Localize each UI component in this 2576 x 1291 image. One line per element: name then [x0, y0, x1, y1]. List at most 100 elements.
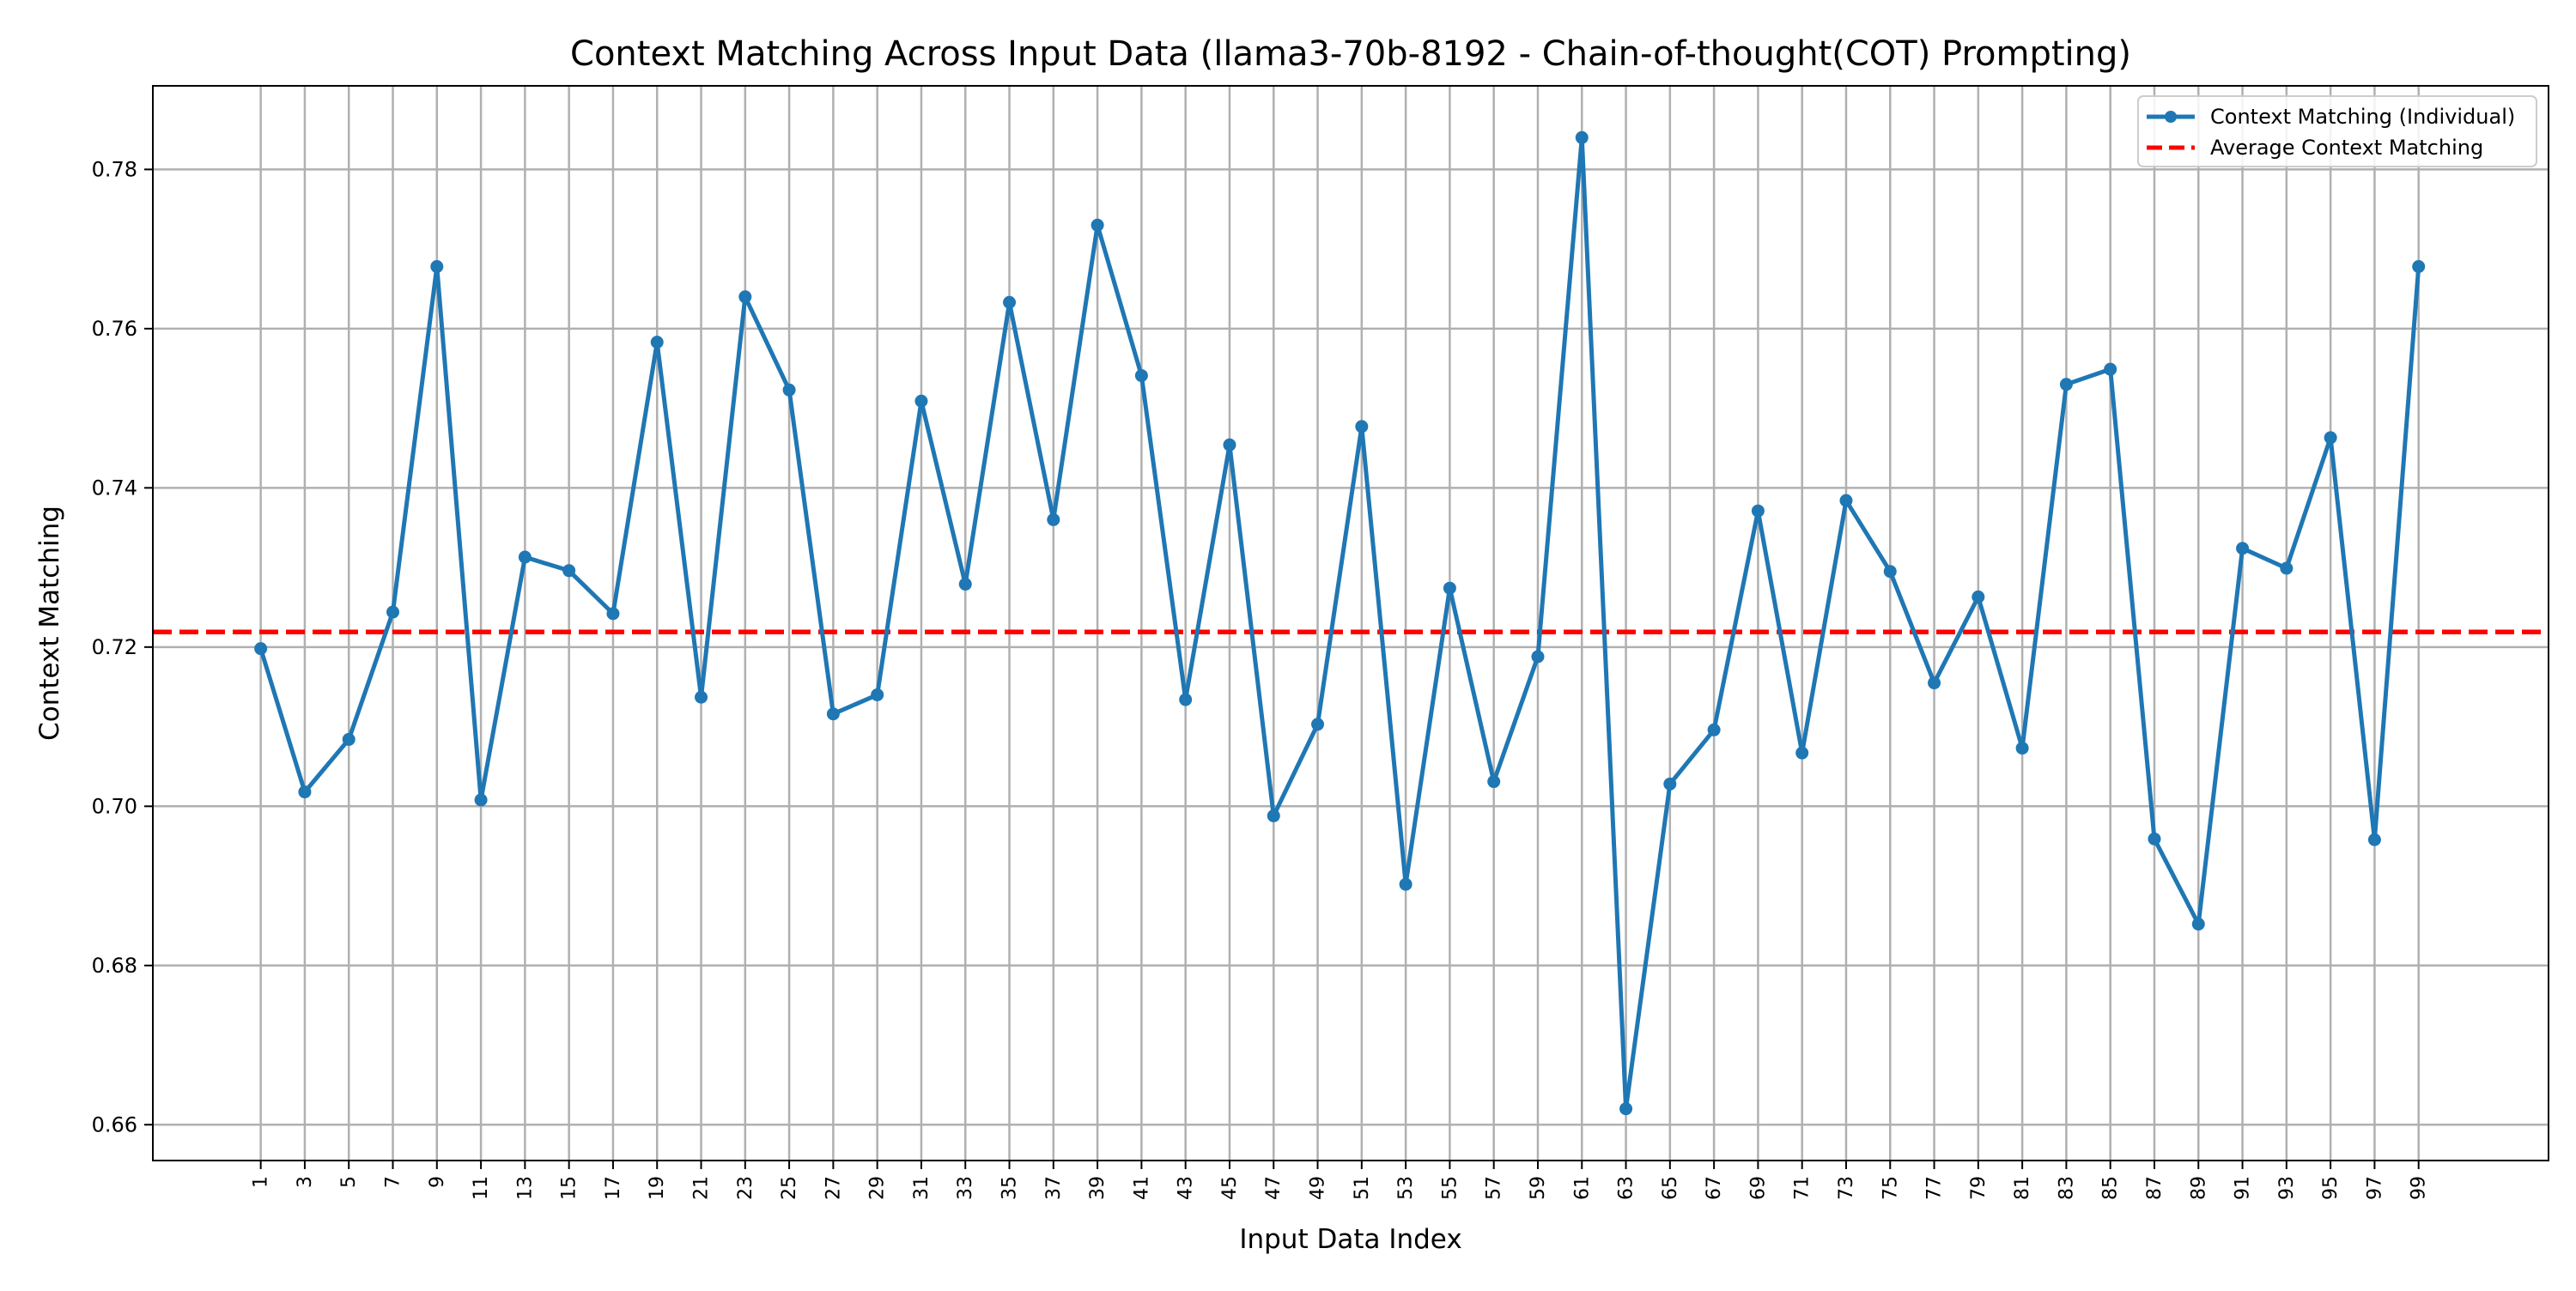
x-tick-label: 41 [1131, 1176, 1152, 1200]
x-tick-label: 31 [911, 1176, 933, 1200]
data-point [474, 793, 488, 807]
x-tick-label: 95 [2320, 1176, 2342, 1200]
x-tick-label: 11 [471, 1176, 492, 1200]
x-axis-ticks: 1 3 5 7 9 11 13 15 17 19 21 23 25 27 29 31 33 35 37 39 41 43 4… [251, 1161, 2430, 1200]
data-point [1047, 512, 1060, 526]
x-tick-label: 3 [295, 1176, 316, 1188]
data-point [2148, 832, 2161, 846]
x-tick-label: 43 [1176, 1176, 1197, 1200]
x-tick-label: 85 [2100, 1176, 2122, 1200]
y-axis-ticks: 0.66 0.68 0.70 0.72 0.74 0.76 0.78 [92, 157, 153, 1136]
series-layer [254, 130, 2426, 1116]
data-point [1575, 130, 1589, 144]
data-point [650, 336, 664, 349]
legend-box [2137, 95, 2537, 167]
x-tick-label: 87 [2144, 1176, 2166, 1200]
data-point [1883, 565, 1897, 579]
data-point [298, 785, 312, 799]
data-point [782, 383, 796, 397]
x-tick-label: 61 [1571, 1176, 1593, 1200]
x-tick-label: 45 [1219, 1176, 1241, 1200]
y-axis-label: Context Matching [34, 506, 65, 741]
data-point [2367, 833, 2381, 846]
x-tick-label: 35 [999, 1176, 1021, 1200]
x-tick-label: 19 [647, 1176, 668, 1200]
y-tick-label: 0.76 [92, 317, 137, 341]
x-tick-label: 13 [514, 1176, 536, 1200]
data-point [254, 642, 268, 656]
plot-frame [152, 85, 2549, 1161]
x-tick-label: 23 [735, 1176, 756, 1200]
data-point [1399, 877, 1413, 891]
data-point [2280, 561, 2293, 575]
data-point [2059, 378, 2073, 391]
x-tick-label: 57 [1484, 1176, 1505, 1200]
data-point [1531, 650, 1545, 664]
data-point [1839, 494, 1853, 507]
data-point [914, 394, 928, 408]
x-tick-label: 53 [1395, 1176, 1417, 1200]
x-tick-label: 25 [779, 1176, 800, 1200]
x-tick-label: 67 [1704, 1176, 1725, 1200]
data-point [1355, 420, 1369, 433]
data-point [1707, 723, 1721, 736]
data-point [1134, 369, 1148, 383]
x-tick-label: 47 [1263, 1176, 1285, 1200]
x-tick-label: 73 [1836, 1176, 1857, 1200]
data-point [695, 690, 708, 704]
data-point [342, 732, 355, 746]
x-axis-label: Input Data Index [1239, 1224, 1461, 1255]
data-point [871, 688, 884, 701]
legend-label-individual: Context Matching (Individual) [2210, 105, 2515, 129]
data-point [1223, 438, 1236, 452]
x-tick-label: 51 [1352, 1176, 1373, 1200]
data-point [2015, 742, 2029, 755]
data-point [430, 260, 444, 274]
data-point [1311, 718, 1325, 731]
x-tick-label: 27 [823, 1176, 844, 1200]
y-tick-label: 0.78 [92, 157, 137, 181]
data-point [1091, 218, 1104, 232]
x-tick-label: 93 [2276, 1176, 2298, 1200]
data-point [518, 550, 532, 564]
x-tick-label: 99 [2409, 1176, 2430, 1200]
x-tick-label: 83 [2056, 1176, 2077, 1200]
y-tick-label: 0.72 [92, 635, 137, 659]
data-point [1751, 504, 1765, 518]
data-point [1267, 809, 1280, 822]
data-point [1971, 590, 1985, 603]
x-tick-label: 81 [2012, 1176, 2033, 1200]
x-tick-label: 49 [1308, 1176, 1329, 1200]
x-tick-label: 17 [603, 1176, 624, 1200]
data-point [958, 578, 972, 591]
data-point [606, 607, 620, 621]
y-tick-label: 0.68 [92, 954, 137, 978]
data-point [562, 564, 576, 578]
x-tick-label: 5 [338, 1176, 360, 1188]
y-tick-label: 0.70 [92, 794, 137, 818]
data-point [2412, 260, 2426, 274]
data-point [1179, 693, 1193, 706]
x-tick-label: 89 [2188, 1176, 2209, 1200]
data-point [2324, 431, 2337, 445]
series-line [258, 135, 2421, 1112]
y-tick-label: 0.66 [92, 1112, 137, 1136]
x-tick-label: 7 [383, 1176, 404, 1188]
x-tick-label: 75 [1880, 1176, 1901, 1200]
data-point [2236, 542, 2250, 555]
x-tick-label: 37 [1043, 1176, 1065, 1200]
x-tick-label: 15 [559, 1176, 580, 1200]
x-tick-label: 97 [2364, 1176, 2385, 1200]
x-tick-label: 59 [1528, 1176, 1549, 1200]
data-point [1003, 295, 1017, 309]
x-tick-label: 79 [1968, 1176, 1990, 1200]
data-point [1795, 746, 1809, 760]
x-tick-label: 77 [1924, 1176, 1946, 1200]
x-tick-label: 91 [2233, 1176, 2254, 1200]
y-tick-label: 0.74 [92, 476, 137, 500]
x-tick-label: 21 [691, 1176, 713, 1200]
data-point [1443, 581, 1456, 595]
